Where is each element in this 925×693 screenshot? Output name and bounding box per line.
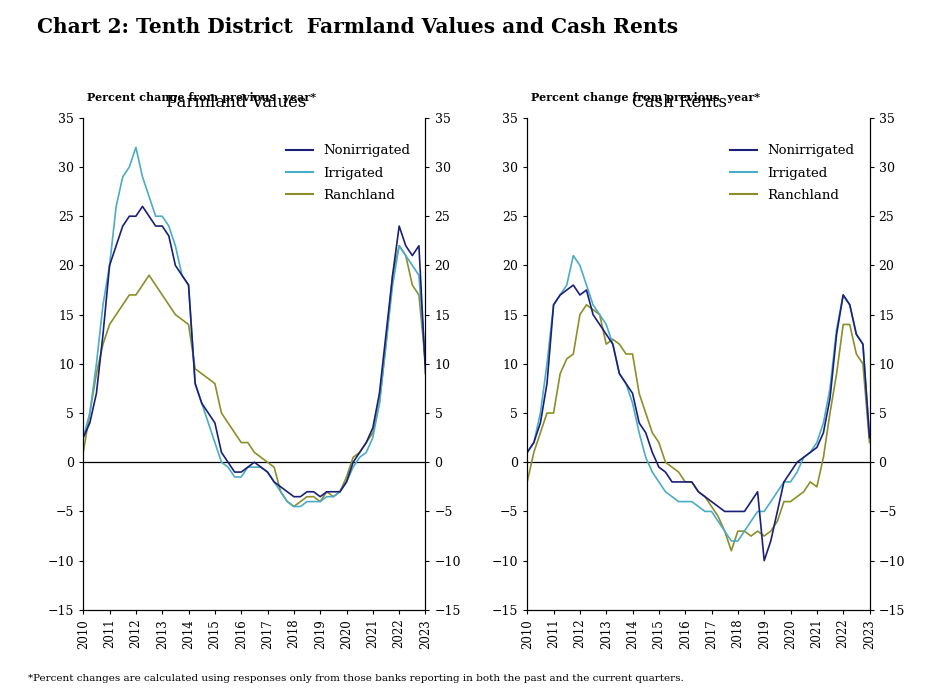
Legend: Nonirrigated, Irrigated, Ranchland: Nonirrigated, Irrigated, Ranchland (281, 139, 415, 207)
Text: Chart 2: Tenth District  Farmland Values and Cash Rents: Chart 2: Tenth District Farmland Values … (37, 17, 678, 37)
Text: Percent change from previous  year*: Percent change from previous year* (87, 92, 315, 103)
Legend: Nonirrigated, Irrigated, Ranchland: Nonirrigated, Irrigated, Ranchland (725, 139, 859, 207)
Text: Percent change from previous  year*: Percent change from previous year* (531, 92, 759, 103)
Text: Cash Rents: Cash Rents (633, 94, 727, 111)
Text: Farmland Values: Farmland Values (166, 94, 306, 111)
Text: *Percent changes are calculated using responses only from those banks reporting : *Percent changes are calculated using re… (28, 674, 684, 683)
